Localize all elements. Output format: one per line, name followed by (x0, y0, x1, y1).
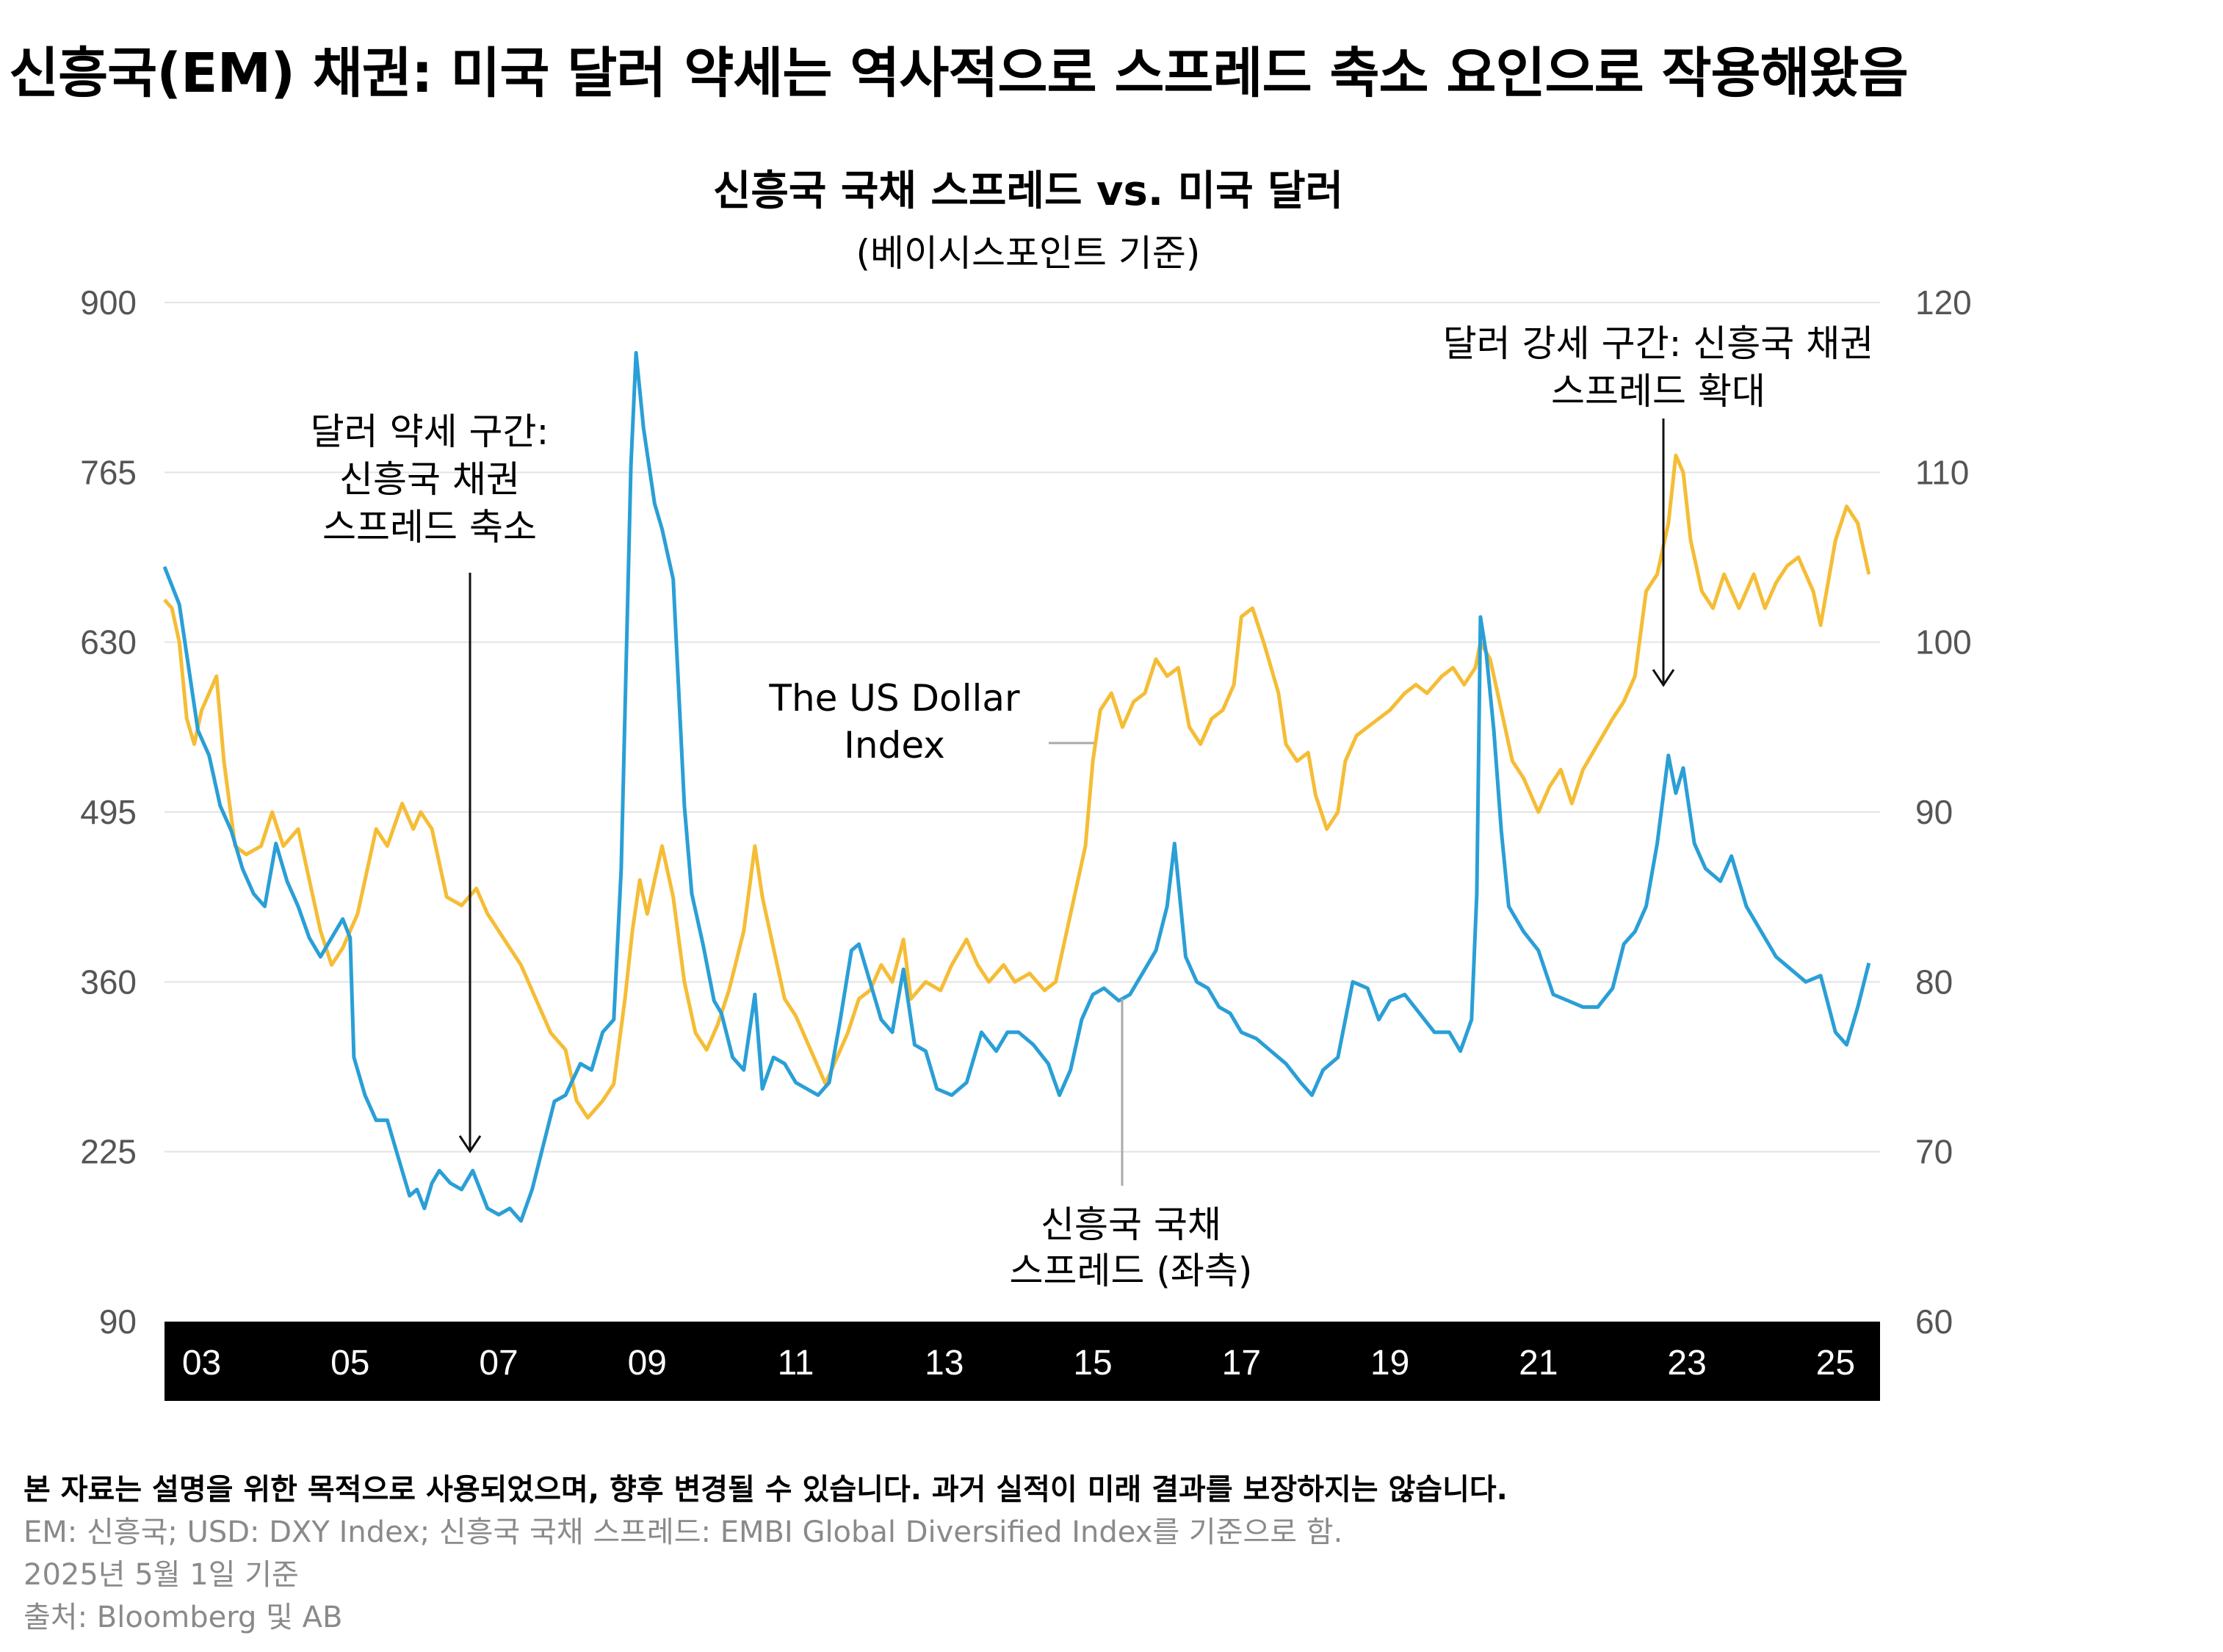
x-tick-label: 23 (1667, 1344, 1706, 1383)
annotation-strong-dollar-line2: 스프레드 확대 (1551, 370, 1765, 413)
series-line-dxy (165, 455, 1869, 1117)
x-tick-label: 11 (778, 1344, 814, 1383)
annotation-weak-dollar-line2: 신흥국 채권 (339, 458, 520, 501)
footnote-definitions: EM: 신흥국; USD: DXY Index; 신흥국 국채 스프레드: EM… (24, 1511, 1508, 1554)
x-tick-label: 17 (1222, 1344, 1261, 1383)
annotation-strong-dollar-line1: 달러 강세 구간: 신흥국 채권 (1443, 322, 1873, 365)
y-left-tick-label: 630 (80, 623, 137, 662)
y-left-tick-label: 360 (80, 963, 137, 1001)
x-tick-label: 19 (1370, 1344, 1409, 1383)
disclaimer-text: 본 자료는 설명을 위한 목적으로 사용되었으며, 향후 변경될 수 있습니다.… (24, 1468, 1508, 1511)
y-right-tick-label: 100 (1915, 623, 1972, 662)
y-left-tick-label: 900 (80, 283, 137, 322)
label-dxy-line1: The US Dollar (768, 677, 1020, 720)
x-tick-label: 15 (1073, 1344, 1112, 1383)
y-left-tick-label: 90 (99, 1303, 137, 1341)
y-right-tick-label: 90 (1915, 793, 1953, 831)
x-tick-label: 03 (182, 1344, 221, 1383)
y-right-tick-label: 60 (1915, 1303, 1953, 1341)
y-right-tick-label: 80 (1915, 963, 1953, 1001)
x-axis-bar (165, 1322, 1880, 1401)
label-spread-line1: 신흥국 국채 (1041, 1203, 1221, 1246)
y-left-tick-label: 225 (80, 1133, 137, 1171)
x-tick-label: 05 (330, 1344, 369, 1383)
y-right-tick-label: 110 (1915, 453, 1969, 491)
footnotes: 본 자료는 설명을 위한 목적으로 사용되었으며, 향후 변경될 수 있습니다.… (24, 1468, 1508, 1639)
y-left-tick-label: 495 (80, 793, 137, 831)
label-spread-line2: 스프레드 (좌측) (1010, 1250, 1253, 1292)
x-tick-label: 07 (479, 1344, 518, 1383)
y-right-tick-label: 70 (1915, 1133, 1953, 1171)
x-tick-label: 21 (1519, 1344, 1558, 1383)
chart-svg: 900 765 630 495 360 225 90 120 110 100 90 80 70 60 0… (0, 0, 2223, 1468)
x-tick-label: 09 (628, 1344, 667, 1383)
annotation-weak-dollar-line1: 달러 약세 구간: (311, 410, 549, 453)
footnote-source: 출처: Bloomberg 및 AB (24, 1596, 1508, 1639)
label-dxy-line2: Index (844, 724, 945, 767)
annotation-weak-dollar-line3: 스프레드 축소 (322, 506, 537, 548)
y-left-tick-label: 765 (80, 453, 137, 491)
footnote-date: 2025년 5월 1일 기준 (24, 1554, 1508, 1596)
y-right-tick-label: 120 (1915, 283, 1972, 322)
x-tick-label: 13 (925, 1344, 964, 1383)
x-tick-label: 25 (1816, 1344, 1855, 1383)
